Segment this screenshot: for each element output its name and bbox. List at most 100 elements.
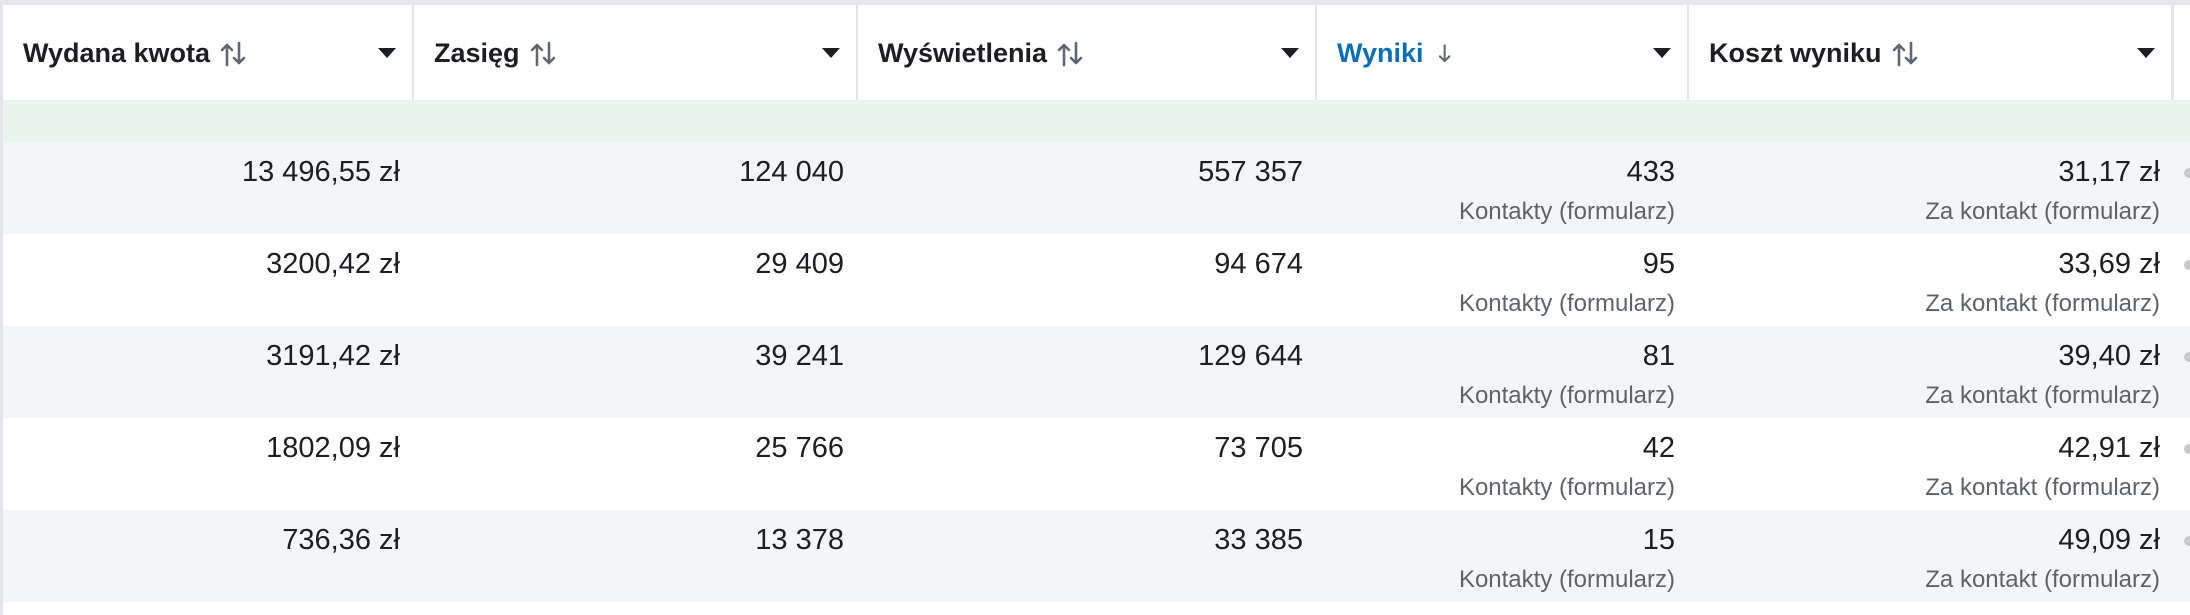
cell-cost: 33,69 zł Za kontakt (formularz) — [1689, 234, 2174, 326]
column-header-impressions-label: Wyświetlenia — [878, 38, 1048, 68]
cost-value: 33,69 zł — [2058, 248, 2160, 280]
table-row[interactable]: 3200,42 zł 29 409 94 674 95 Kontakty (fo… — [3, 234, 2190, 326]
cell-spent: 736,36 zł — [3, 510, 414, 602]
summary-row — [3, 100, 2190, 142]
results-type: Kontakty (formularz) — [1458, 474, 1675, 501]
cell-reach: 124 040 — [414, 142, 858, 234]
cell-impressions: 557 357 — [858, 142, 1317, 234]
results-type: Kontakty (formularz) — [1458, 382, 1675, 409]
table-row[interactable]: 736,36 zł 13 378 33 385 15 Kontakty (for… — [3, 510, 2190, 602]
sort-arrows-icon[interactable] — [529, 41, 557, 67]
cell-results: 95 Kontakty (formularz) — [1317, 234, 1689, 326]
results-type: Kontakty (formularz) — [1458, 566, 1675, 593]
table-row[interactable]: 13 496,55 zł 124 040 557 357 433 Kontakt… — [3, 142, 2190, 234]
reach-value: 124 040 — [739, 156, 844, 188]
column-header-spent[interactable]: Wydana kwota — [3, 5, 414, 100]
cell-spent: 1802,09 zł — [3, 418, 414, 510]
sort-arrows-icon[interactable] — [1056, 41, 1084, 67]
column-header-results[interactable]: Wyniki — [1317, 5, 1689, 100]
cell-results: 42 Kontakty (formularz) — [1317, 418, 1689, 510]
spent-value: 13 496,55 zł — [241, 156, 400, 188]
cost-type: Za kontakt (formularz) — [1925, 198, 2160, 225]
next-column-edge — [2184, 536, 2190, 546]
next-column-edge — [2184, 352, 2190, 362]
spent-value: 1802,09 zł — [266, 432, 400, 464]
cost-value: 39,40 zł — [2058, 340, 2160, 372]
cell-spent: 13 496,55 zł — [3, 142, 414, 234]
table-row[interactable]: 3191,42 zł 39 241 129 644 81 Kontakty (f… — [3, 326, 2190, 418]
reach-value: 25 766 — [755, 432, 844, 464]
cell-cost: 39,40 zł Za kontakt (formularz) — [1689, 326, 2174, 418]
cost-type: Za kontakt (formularz) — [1925, 474, 2160, 501]
cost-value: 42,91 zł — [2058, 432, 2160, 464]
reach-value: 29 409 — [755, 248, 844, 280]
cell-reach: 39 241 — [414, 326, 858, 418]
impressions-value: 557 357 — [1198, 156, 1303, 188]
caret-down-icon[interactable] — [822, 48, 840, 58]
column-header-spent-label: Wydana kwota — [23, 38, 211, 68]
column-header-reach-label-wrap: Zasięg — [434, 38, 557, 69]
spent-value: 3191,42 zł — [266, 340, 400, 372]
cell-reach: 25 766 — [414, 418, 858, 510]
table-row[interactable]: 1802,09 zł 25 766 73 705 42 Kontakty (fo… — [3, 418, 2190, 510]
sort-arrows-icon[interactable] — [219, 41, 247, 67]
cost-value: 31,17 zł — [2058, 156, 2160, 188]
column-header-results-label: Wyniki — [1337, 38, 1424, 68]
results-value: 433 — [1626, 156, 1675, 188]
table-top-border — [0, 0, 2190, 5]
impressions-value: 129 644 — [1198, 340, 1303, 372]
results-value: 95 — [1642, 248, 1675, 280]
impressions-value: 94 674 — [1214, 248, 1303, 280]
next-column-edge — [2184, 260, 2190, 270]
cell-cost: 31,17 zł Za kontakt (formularz) — [1689, 142, 2174, 234]
caret-down-icon[interactable] — [1281, 48, 1299, 58]
results-type: Kontakty (formularz) — [1458, 290, 1675, 317]
spent-value: 3200,42 zł — [266, 248, 400, 280]
cell-spent: 3191,42 zł — [3, 326, 414, 418]
reach-value: 13 378 — [755, 524, 844, 556]
reach-value: 39 241 — [755, 340, 844, 372]
results-type: Kontakty (formularz) — [1458, 198, 1675, 225]
cost-type: Za kontakt (formularz) — [1925, 566, 2160, 593]
column-header-impressions[interactable]: Wyświetlenia — [858, 5, 1317, 100]
caret-down-icon[interactable] — [1653, 48, 1671, 58]
cell-impressions: 129 644 — [858, 326, 1317, 418]
column-header-spent-label-wrap: Wydana kwota — [23, 38, 247, 69]
cell-cost: 49,09 zł Za kontakt (formularz) — [1689, 510, 2174, 602]
cell-results: 433 Kontakty (formularz) — [1317, 142, 1689, 234]
table-left-border — [0, 0, 3, 615]
cost-type: Za kontakt (formularz) — [1925, 382, 2160, 409]
caret-down-icon[interactable] — [378, 48, 396, 58]
cell-results: 15 Kontakty (formularz) — [1317, 510, 1689, 602]
column-header-cost-label-wrap: Koszt wyniku — [1709, 38, 1919, 69]
cell-results: 81 Kontakty (formularz) — [1317, 326, 1689, 418]
column-header-impressions-label-wrap: Wyświetlenia — [878, 38, 1084, 69]
impressions-value: 73 705 — [1214, 432, 1303, 464]
cell-reach: 13 378 — [414, 510, 858, 602]
cell-impressions: 33 385 — [858, 510, 1317, 602]
next-column-edge — [2184, 168, 2190, 178]
impressions-value: 33 385 — [1214, 524, 1303, 556]
column-header-reach-label: Zasięg — [434, 38, 520, 68]
results-value: 42 — [1642, 432, 1675, 464]
caret-down-icon[interactable] — [2137, 48, 2155, 58]
table-header: Wydana kwota Zasięg Wyświetlenia — [3, 5, 2190, 102]
next-column-edge — [2184, 444, 2190, 454]
column-header-results-label-wrap: Wyniki — [1337, 38, 1458, 69]
cell-reach: 29 409 — [414, 234, 858, 326]
spent-value: 736,36 zł — [282, 524, 400, 556]
cell-impressions: 73 705 — [858, 418, 1317, 510]
results-value: 81 — [1642, 340, 1675, 372]
cost-type: Za kontakt (formularz) — [1925, 290, 2160, 317]
column-header-cost[interactable]: Koszt wyniku — [1689, 5, 2174, 100]
column-header-reach[interactable]: Zasięg — [414, 5, 858, 100]
cost-value: 49,09 zł — [2058, 524, 2160, 556]
results-value: 15 — [1642, 524, 1675, 556]
sort-arrows-icon[interactable] — [1891, 41, 1919, 67]
cell-impressions: 94 674 — [858, 234, 1317, 326]
cell-cost: 42,91 zł Za kontakt (formularz) — [1689, 418, 2174, 510]
cell-spent: 3200,42 zł — [3, 234, 414, 326]
column-header-cost-label: Koszt wyniku — [1709, 38, 1882, 68]
arrow-down-icon[interactable] — [1436, 41, 1458, 67]
